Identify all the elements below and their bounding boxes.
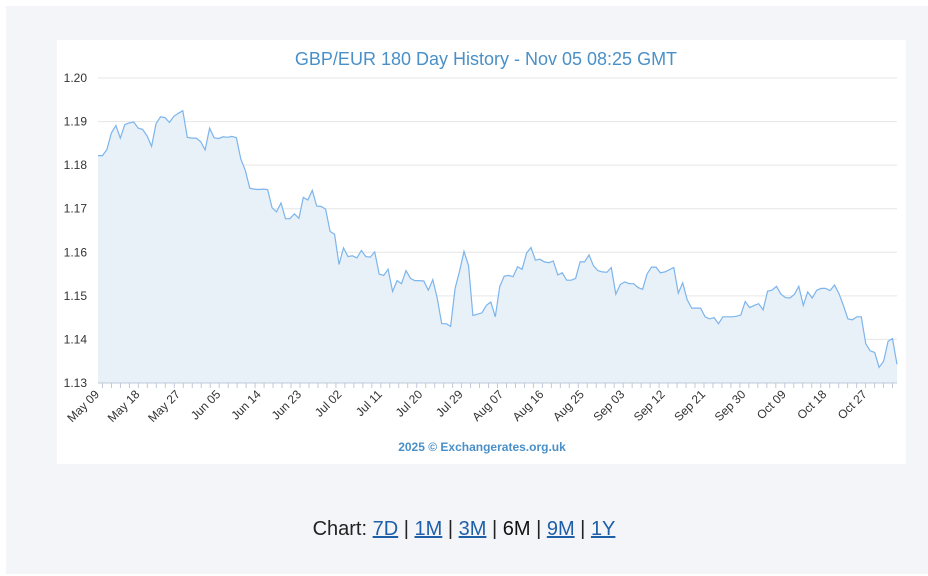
x-tick-label: Aug 07	[469, 387, 506, 424]
range-link-7d[interactable]: 7D	[372, 518, 399, 540]
x-tick-label: Oct 09	[754, 387, 789, 422]
x-tick-label: Sep 30	[712, 387, 749, 424]
x-tick-label: Oct 18	[794, 387, 829, 422]
x-tick-label: Oct 27	[835, 387, 870, 422]
x-tick-label: Jul 02	[312, 387, 345, 420]
y-tick-label: 1.19	[64, 115, 88, 129]
nav-separator: |	[530, 518, 547, 540]
y-axis: 1.20 1.19 1.18 1.17 1.16 1.15 1.14 1.13	[64, 71, 88, 390]
x-tick-label: Jun 23	[269, 387, 305, 423]
y-tick-label: 1.14	[64, 332, 88, 346]
x-tick-label: Sep 03	[591, 387, 628, 424]
x-tick-label: Jun 05	[188, 387, 224, 423]
nav-prefix: Chart:	[312, 518, 368, 540]
y-tick-label: 1.20	[64, 71, 88, 85]
nav-separator: |	[398, 518, 415, 540]
x-axis: May 09 May 18 May 27 Jun 05 Jun 14 Jun 23 Jul …	[64, 382, 897, 425]
y-tick-label: 1.16	[64, 245, 88, 259]
history-chart: GBP/EUR 180 Day History - Nov 05 08:25 G…	[64, 49, 898, 454]
y-tick-label: 1.17	[64, 202, 88, 216]
nav-separator: |	[574, 518, 591, 540]
x-tick-label: Jul 20	[393, 387, 426, 420]
chart-title: GBP/EUR 180 Day History - Nov 05 08:25 G…	[295, 49, 677, 69]
range-link-9m[interactable]: 9M	[546, 518, 575, 540]
y-tick-label: 1.18	[64, 158, 88, 172]
x-tick-label: Sep 21	[671, 387, 708, 424]
chart-credit[interactable]: 2025 © Exchangerates.org.uk	[398, 440, 566, 454]
range-links: 7D | 1M | 3M | 6M | 9M | 1Y	[373, 518, 616, 540]
x-tick-label: May 09	[64, 387, 102, 425]
x-tick-label: Aug 25	[550, 387, 587, 424]
range-selector: Chart: 7D | 1M | 3M | 6M | 9M | 1Y	[0, 518, 928, 541]
y-tick-label: 1.15	[64, 289, 88, 303]
x-tick-label: Jul 29	[433, 387, 466, 420]
x-tick-label: May 27	[145, 387, 183, 425]
x-tick-label: Jun 14	[228, 387, 264, 423]
x-tick-label: Aug 16	[510, 387, 547, 424]
series-line	[98, 109, 898, 369]
x-tick-label: Sep 12	[631, 387, 668, 424]
series-area	[98, 110, 897, 383]
x-tick-label: Jul 11	[353, 387, 385, 419]
range-link-6m: 6M	[502, 518, 531, 540]
chart-card: GBP/EUR 180 Day History - Nov 05 08:25 G…	[57, 40, 906, 464]
range-link-1m[interactable]: 1M	[414, 518, 443, 540]
range-link-3m[interactable]: 3M	[458, 518, 487, 540]
nav-separator: |	[442, 518, 459, 540]
x-tick-label: May 18	[105, 387, 143, 425]
y-tick-label: 1.13	[64, 376, 88, 390]
range-link-1y[interactable]: 1Y	[590, 518, 616, 540]
nav-separator: |	[486, 518, 503, 540]
